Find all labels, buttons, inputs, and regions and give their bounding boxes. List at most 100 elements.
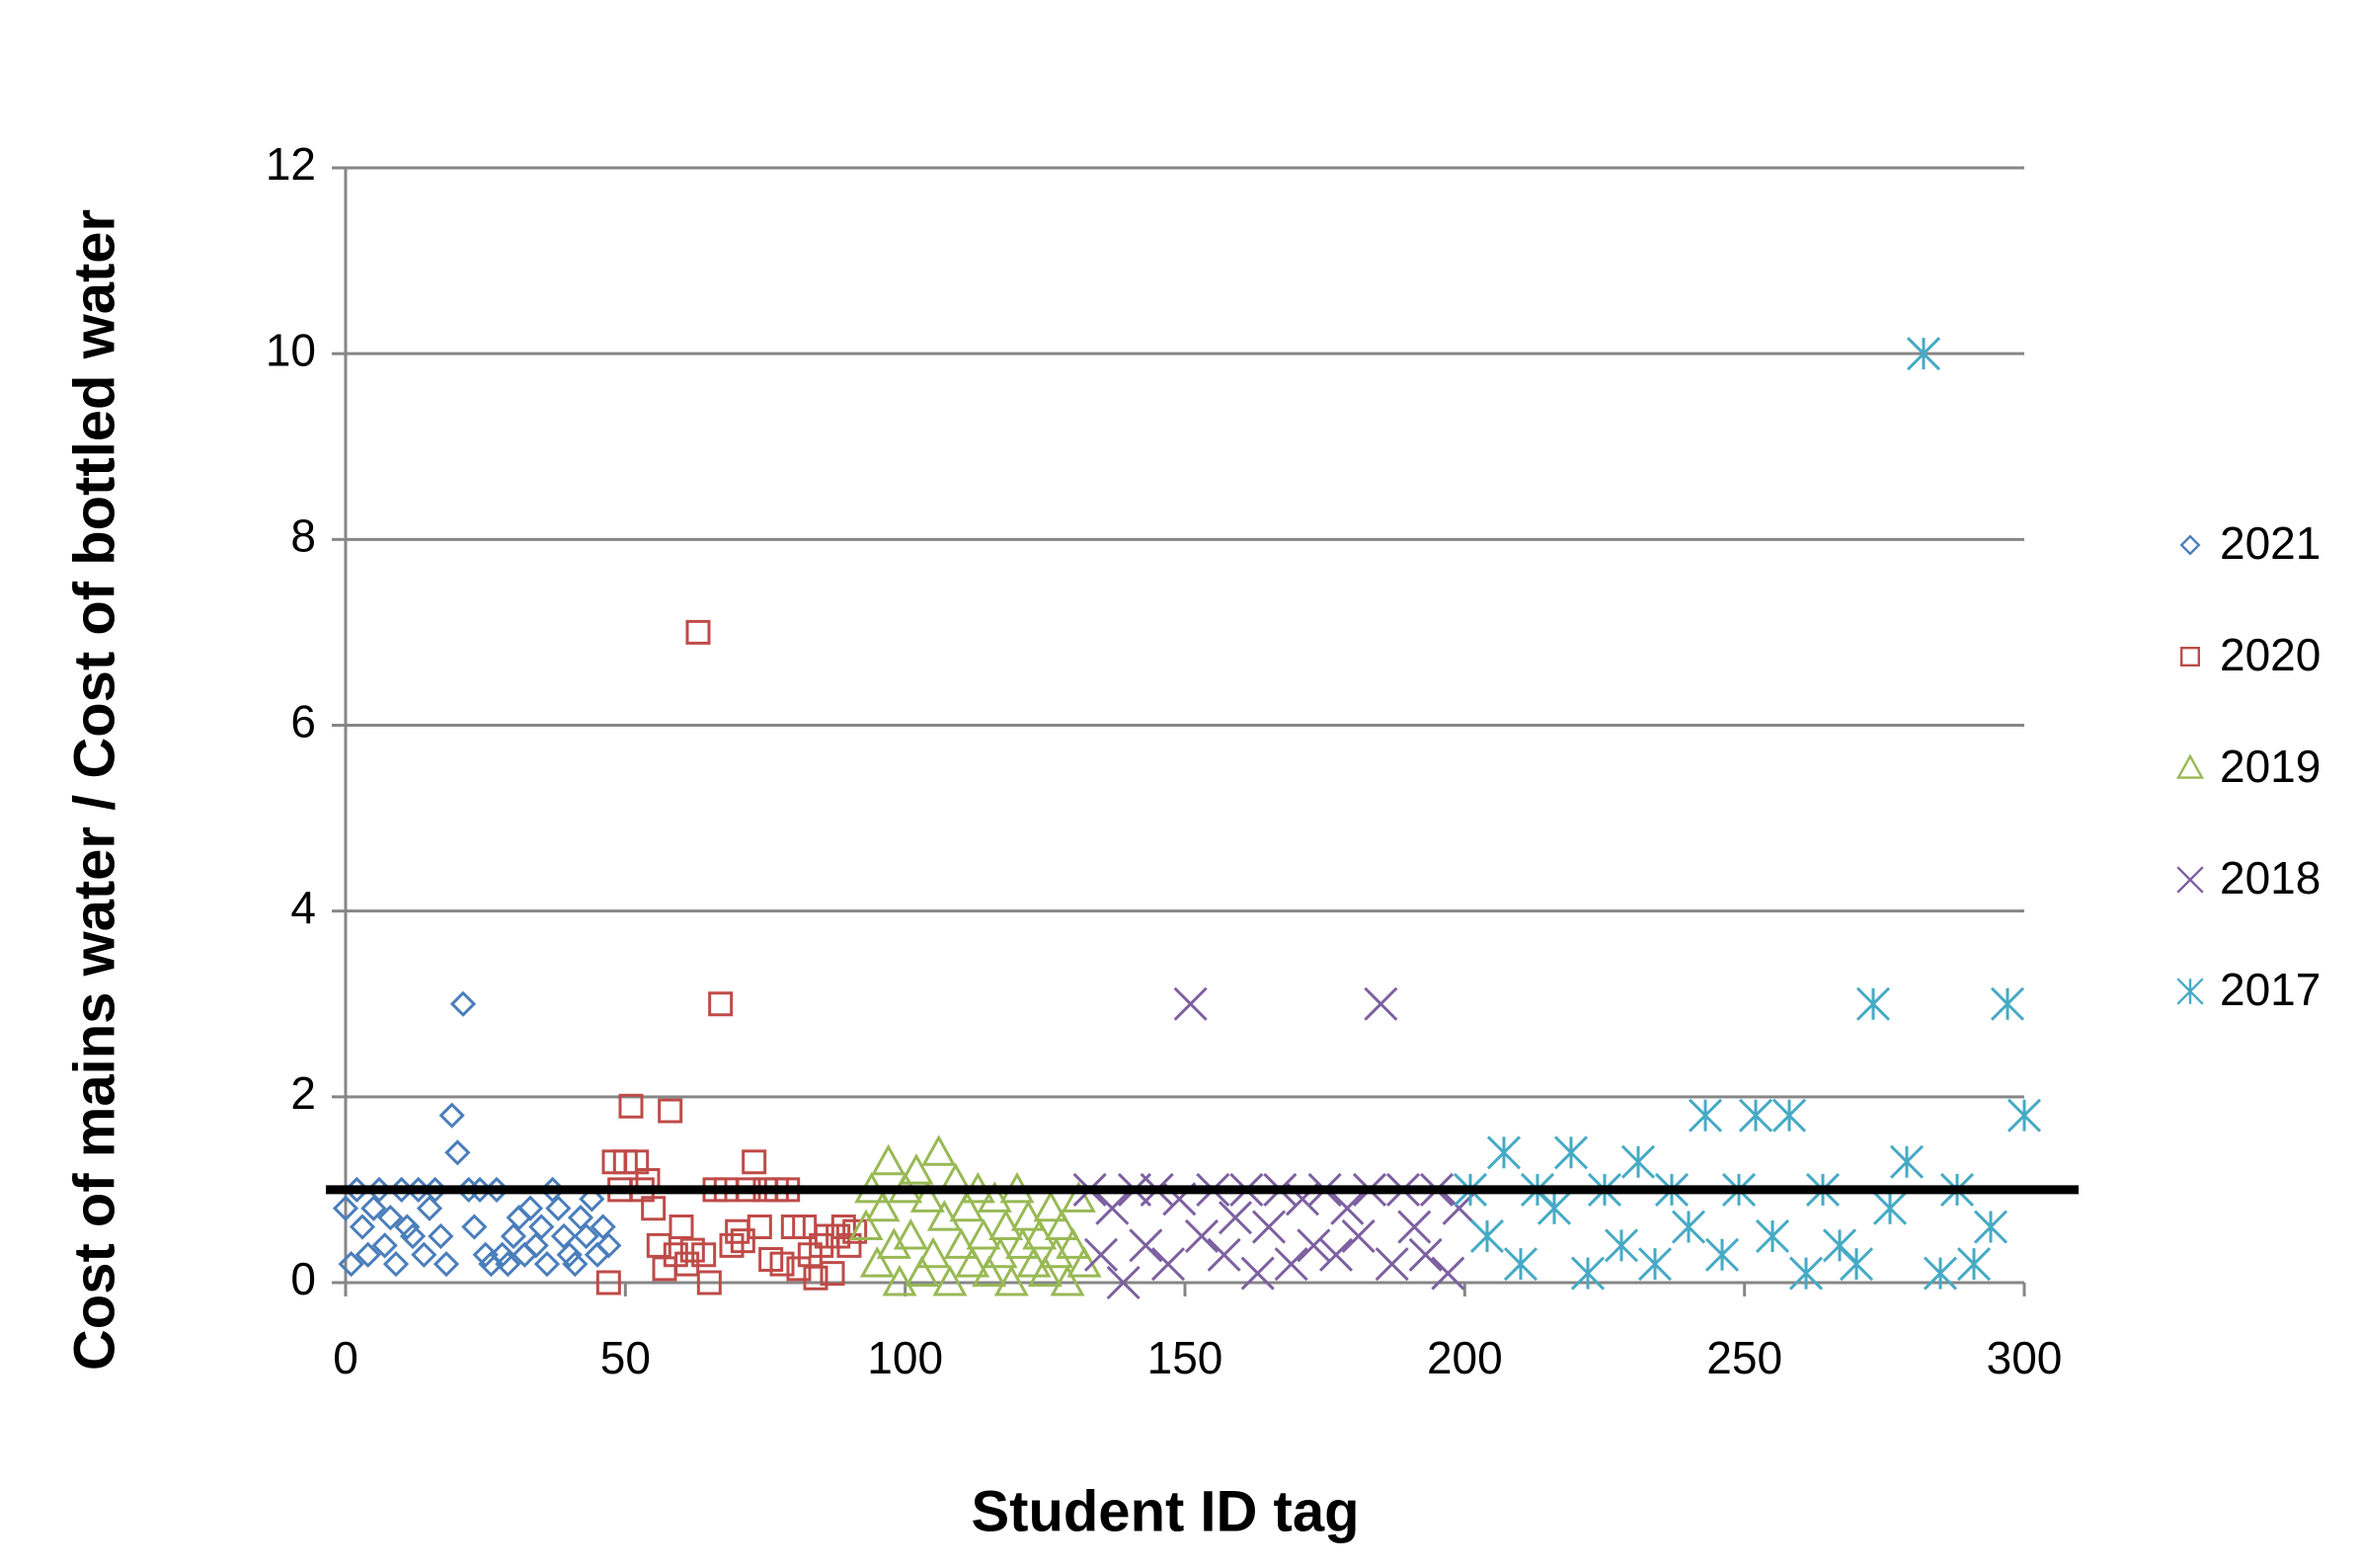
point [641,1196,667,1221]
point [1755,1218,1790,1254]
point [865,1190,901,1222]
point [1129,1228,1163,1263]
point [842,1218,868,1244]
point [354,1241,381,1268]
point [500,1222,527,1250]
point [663,1242,688,1268]
point [1604,1228,1639,1263]
point [1375,1247,1409,1282]
legend-label: 2020 [2220,629,2321,680]
point [1297,1228,1331,1263]
y-tick-label: 0 [290,1253,316,1304]
point [1027,1255,1063,1288]
point [786,1256,812,1282]
point [1637,1247,1673,1282]
point [550,1222,578,1250]
point [416,1195,443,1221]
point [1889,1144,1925,1179]
y-axis-title: Cost of mains water / Cost of bottled wa… [62,209,126,1371]
point [1184,1218,1220,1254]
point [1620,1144,1656,1179]
point [859,1246,895,1278]
point [562,1251,589,1278]
point [1274,1247,1308,1282]
legend-label: 2017 [2220,964,2321,1015]
point [915,1236,951,1269]
legend-marker [2179,534,2201,556]
point [556,1241,583,1268]
point [1033,1190,1068,1222]
point [349,1214,376,1240]
point [1397,1210,1432,1244]
y-tick-label: 10 [266,324,316,375]
point [882,1264,917,1296]
point [988,1209,1024,1241]
point [955,1246,990,1278]
point [658,1098,683,1124]
point [977,1181,1012,1213]
legend-marker [2180,647,2201,667]
point [966,1217,1001,1250]
x-tick-label: 200 [1427,1332,1503,1383]
point [579,1186,605,1213]
point [1207,1237,1241,1272]
point [1330,1191,1365,1225]
point [1671,1210,1706,1244]
point [332,1195,359,1221]
point [1061,1181,1096,1213]
point [1364,986,1398,1021]
point [444,1139,471,1166]
point [2007,1098,2042,1133]
point [382,1251,410,1278]
point [377,1205,404,1231]
point [691,1242,717,1268]
x-tick-label: 150 [1147,1332,1223,1383]
point [747,1215,772,1240]
point [1469,1218,1505,1254]
point [1039,1236,1074,1269]
point [758,1246,784,1272]
point [893,1217,928,1250]
legend-marker [2175,753,2205,779]
point [696,1270,722,1295]
point [1956,1247,1992,1282]
point [725,1218,750,1244]
point [1408,1237,1443,1272]
point [1772,1098,1807,1133]
legend-label: 2019 [2220,741,2321,792]
x-tick-label: 100 [867,1332,943,1383]
point [399,1222,427,1250]
point [449,990,477,1017]
point [522,1232,549,1259]
point [1923,1256,1958,1291]
point [1083,1237,1119,1272]
point [679,1237,705,1263]
point [495,1251,521,1278]
point [809,1232,834,1258]
point [921,1135,957,1166]
point [595,1232,622,1259]
point [1906,337,1941,371]
y-tick-label: 6 [290,696,316,747]
point [595,1270,621,1295]
point [730,1228,755,1254]
point [993,1264,1029,1296]
point [1341,1218,1376,1254]
point [899,1153,934,1185]
point [433,1251,460,1278]
y-tick-label: 12 [266,138,316,190]
point [685,619,711,645]
point [871,1143,906,1176]
point [338,1251,364,1278]
point [1738,1098,1773,1133]
x-tick-label: 0 [333,1332,358,1383]
legend-label: 2021 [2220,517,2321,569]
point [1553,1136,1589,1170]
point [360,1195,387,1221]
point [1106,1265,1141,1300]
point [669,1215,694,1240]
point [1240,1256,1275,1291]
point [438,1102,465,1129]
legend-marker [2176,866,2204,894]
